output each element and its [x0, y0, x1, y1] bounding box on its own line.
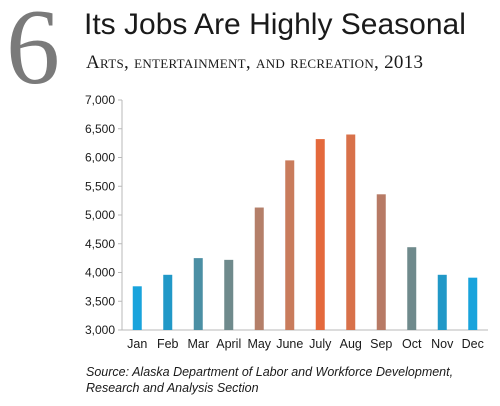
x-tick-label: Dec — [462, 337, 484, 351]
y-tick-label: 5,000 — [85, 208, 115, 222]
source-line-1: Source: Alaska Department of Labor and W… — [86, 365, 454, 379]
bar-nov — [437, 274, 447, 330]
bar-mar — [193, 258, 203, 330]
y-tick-label: 3,000 — [85, 323, 115, 337]
x-tick-label: Mar — [187, 337, 209, 351]
source-note: Source: Alaska Department of Labor and W… — [86, 364, 453, 397]
x-tick-label: Sep — [370, 337, 392, 351]
bar-april — [224, 259, 234, 330]
x-tick-label: Aug — [340, 337, 362, 351]
y-tick-label: 4,500 — [85, 237, 115, 251]
y-tick-label: 5,500 — [85, 179, 115, 193]
bar-may — [254, 207, 264, 330]
bar-feb — [163, 274, 173, 330]
y-tick-label: 4,000 — [85, 266, 115, 280]
figure-number: 6 — [6, 0, 60, 107]
x-tick-label: Feb — [157, 337, 179, 351]
x-tick-label: Nov — [431, 337, 454, 351]
chart-subtitle: Arts, entertainment, and recreation, 201… — [86, 52, 424, 73]
bar-july — [315, 139, 325, 330]
bar-jan — [132, 286, 142, 330]
source-line-2: Research and Analysis Section — [86, 381, 259, 396]
bar-oct — [407, 247, 417, 330]
x-tick-label: April — [216, 337, 241, 351]
bar-june — [285, 160, 295, 330]
y-tick-label: 7,000 — [85, 93, 115, 107]
x-tick-label: May — [247, 337, 271, 351]
chart-title: Its Jobs Are Highly Seasonal — [84, 8, 466, 41]
bar-sep — [376, 194, 386, 330]
x-tick-label: Oct — [402, 337, 422, 351]
y-tick-label: 6,000 — [85, 151, 115, 165]
x-tick-label: Jan — [127, 337, 147, 351]
x-tick-label: June — [276, 337, 303, 351]
bar-chart: 3,000 3,500 4,000 4,500 5,000 5,500 6,000 6,500… — [85, 93, 488, 351]
y-tick-label: 3,500 — [85, 294, 115, 308]
bar-aug — [346, 134, 356, 330]
x-tick-label: July — [309, 337, 332, 351]
y-tick-label: 6,500 — [85, 122, 115, 136]
bar-dec — [468, 277, 478, 330]
